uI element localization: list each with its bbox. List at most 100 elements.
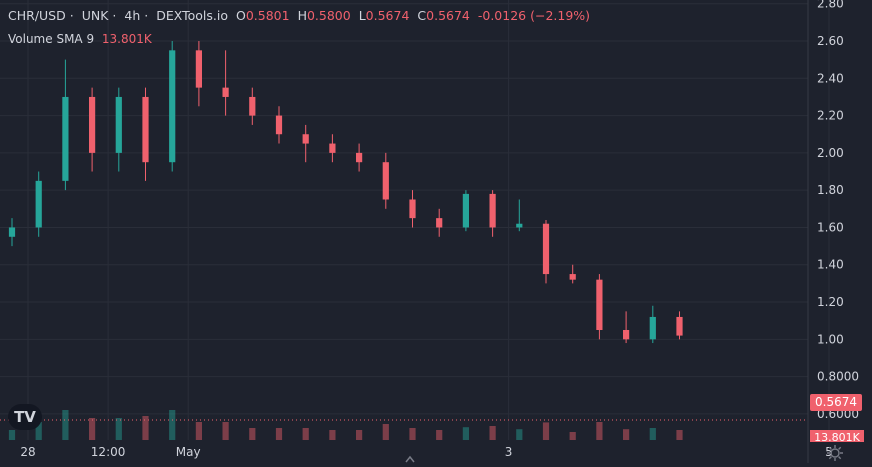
x-tick-label: 3 [505, 445, 513, 459]
y-tick-label: 1.60 [817, 220, 844, 234]
y-tick-label: 2.40 [817, 71, 844, 85]
volume-bar [222, 422, 229, 440]
volume-bar [542, 422, 550, 440]
symbol-label[interactable]: CHR/USD [8, 8, 66, 23]
x-tick-label: 28 [20, 445, 35, 459]
x-tick-label: 5 [825, 445, 833, 459]
volume-bar [142, 416, 149, 440]
candle-body [222, 87, 229, 97]
candle-body [542, 223, 550, 275]
volume-bar [676, 430, 683, 440]
ohlc-legend: CHR/USD · UNK · 4h · DEXTools.io O0.5801 H0… [8, 8, 594, 23]
candle-body [382, 162, 389, 200]
volume-bar [462, 427, 469, 440]
volume-bar [436, 430, 443, 440]
y-tick-label: 2.60 [817, 34, 844, 48]
volume-bar [249, 428, 256, 440]
y-tick-label: 1.00 [817, 332, 844, 346]
exchange-label: UNK [81, 8, 109, 23]
volume-bar [35, 422, 42, 440]
y-tick-label: 1.40 [817, 258, 844, 272]
candle-body [35, 180, 42, 228]
candle-body [596, 279, 603, 330]
volume-bar [356, 430, 363, 440]
candle [35, 171, 42, 237]
volume-bar [489, 426, 496, 440]
last-price-tag: 0.5674 [810, 394, 862, 411]
volume-bar [329, 430, 336, 440]
low-value: 0.5674 [365, 8, 410, 23]
candle [596, 274, 603, 340]
volume-bar [115, 418, 122, 440]
volume-indicator-label: Volume SMA 9 [8, 32, 95, 46]
y-tick-label: 2.80 [817, 0, 844, 11]
low-key: L [358, 8, 366, 23]
candle [462, 190, 469, 232]
candle-body [275, 115, 283, 135]
candle-body [623, 330, 630, 340]
y-tick-label: 1.80 [817, 183, 844, 197]
candle [62, 59, 69, 191]
scroll-to-end-icon[interactable] [405, 455, 415, 463]
settings-gear-icon[interactable] [826, 444, 844, 462]
candle-body [8, 227, 16, 237]
candle [516, 199, 523, 232]
volume-bar [649, 428, 656, 440]
x-tick-label: May [176, 445, 201, 459]
y-tick-label: 2.00 [817, 146, 844, 160]
candle [8, 218, 16, 247]
candle [489, 190, 496, 237]
open-value: 0.5801 [245, 8, 290, 23]
candle-body [649, 316, 656, 340]
candle [302, 124, 309, 163]
close-value: 0.5674 [426, 8, 470, 23]
volume-bar [409, 428, 416, 440]
interval-label[interactable]: 4h [124, 8, 141, 23]
candles [8, 41, 683, 344]
volume-bar [275, 428, 283, 440]
high-key: H [297, 8, 307, 23]
candle-body [195, 50, 202, 88]
source-label: DEXTools.io [156, 8, 228, 23]
candle-body [62, 96, 69, 181]
candle-body [569, 274, 576, 280]
candle [275, 106, 283, 144]
candle [329, 134, 336, 163]
volume-bar [89, 418, 96, 440]
volume-bar [169, 410, 176, 440]
candle [409, 190, 416, 228]
candle [142, 87, 149, 181]
candle-body [89, 96, 96, 153]
candle [569, 264, 576, 284]
volume-bars [8, 410, 683, 440]
volume-bar [8, 430, 16, 440]
volume-bar [382, 424, 389, 440]
change-value: -0.0126 (−2.19%) [477, 8, 591, 23]
volume-bar [195, 422, 202, 440]
tradingview-logo[interactable]: TV [8, 404, 42, 430]
separator: · [112, 8, 117, 23]
high-value: 0.5800 [306, 8, 351, 23]
candle-body [516, 223, 523, 228]
candle-body [302, 134, 309, 144]
y-tick-label: 0.8000 [817, 370, 859, 384]
volume-legend[interactable]: Volume SMA 9 13.801K [8, 32, 156, 46]
candle [436, 208, 443, 237]
volume-bar [596, 422, 603, 440]
volume-bar [623, 429, 630, 440]
candle [649, 305, 656, 344]
grid [0, 0, 830, 440]
y-tick-label: 2.20 [817, 109, 844, 123]
volume-indicator-value: 13.801K [101, 32, 152, 46]
candle-body [142, 96, 149, 163]
candle-body [356, 152, 363, 163]
candle-body [169, 50, 176, 163]
candle-body [249, 96, 256, 116]
close-key: C [417, 8, 427, 23]
candle [89, 87, 96, 172]
volume-tag: 13.801K [810, 430, 864, 442]
y-tick-label: 1.20 [817, 295, 844, 309]
